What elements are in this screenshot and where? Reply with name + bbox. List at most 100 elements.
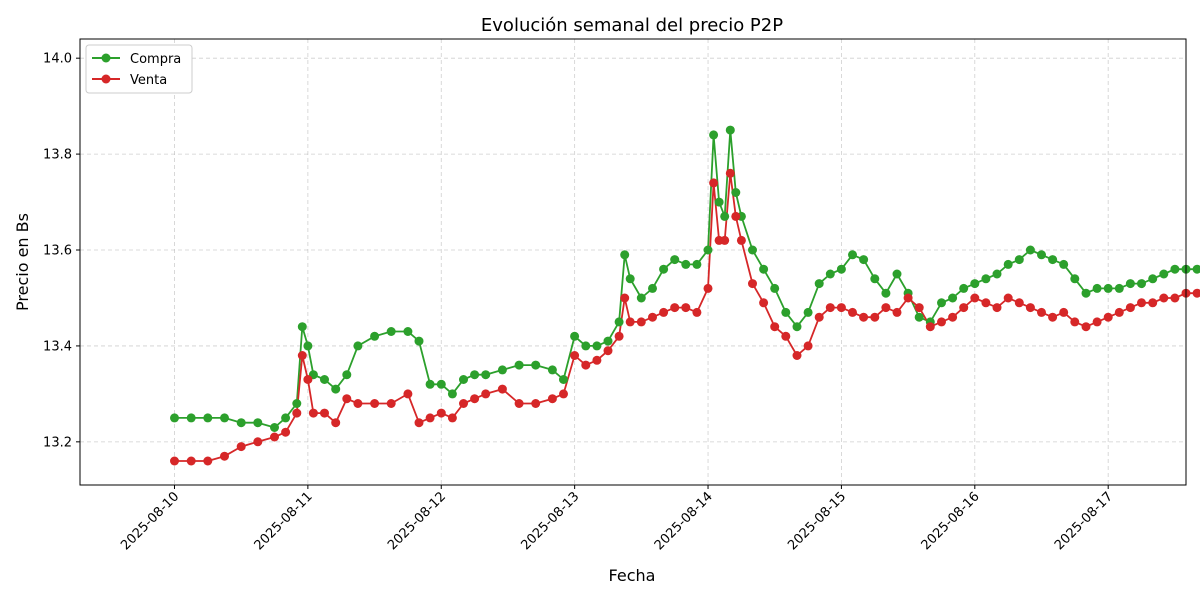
data-point-compra bbox=[859, 255, 869, 265]
data-point-venta bbox=[303, 375, 313, 384]
data-point-compra bbox=[709, 130, 719, 140]
data-point-venta bbox=[670, 303, 680, 313]
data-point-compra bbox=[592, 341, 602, 351]
data-point-compra bbox=[681, 259, 691, 269]
legend-marker-compra bbox=[101, 53, 111, 63]
data-point-compra bbox=[531, 360, 541, 370]
data-point-compra bbox=[1003, 259, 1013, 269]
y-tick-label: 13.2 bbox=[43, 435, 72, 450]
data-point-venta bbox=[320, 408, 329, 418]
data-point-compra bbox=[386, 327, 396, 336]
data-point-compra bbox=[1081, 288, 1091, 298]
data-point-venta bbox=[308, 408, 318, 418]
data-point-venta bbox=[892, 307, 902, 317]
data-point-venta bbox=[903, 293, 913, 303]
data-point-venta bbox=[342, 394, 352, 404]
data-point-venta bbox=[170, 456, 179, 466]
data-point-compra bbox=[731, 188, 741, 197]
data-point-compra bbox=[1114, 283, 1124, 293]
data-point-venta bbox=[297, 351, 307, 360]
data-point-venta bbox=[1125, 303, 1135, 313]
data-point-compra bbox=[447, 389, 457, 399]
data-point-venta bbox=[636, 317, 646, 327]
data-point-venta bbox=[825, 303, 835, 313]
data-point-venta bbox=[1114, 307, 1124, 317]
data-point-venta bbox=[236, 442, 246, 452]
data-point-compra bbox=[581, 341, 591, 351]
data-point-venta bbox=[459, 399, 468, 408]
data-point-venta bbox=[870, 312, 880, 322]
data-point-compra bbox=[570, 331, 580, 341]
data-point-compra bbox=[342, 370, 352, 380]
data-point-venta bbox=[836, 303, 846, 313]
data-point-venta bbox=[1014, 298, 1024, 308]
data-point-compra bbox=[870, 274, 880, 284]
y-tick-label: 14.0 bbox=[43, 52, 72, 67]
data-point-compra bbox=[937, 298, 946, 308]
data-point-compra bbox=[514, 360, 524, 370]
data-point-venta bbox=[703, 283, 713, 293]
data-point-compra bbox=[720, 211, 730, 221]
data-point-compra bbox=[1192, 264, 1200, 274]
data-point-venta bbox=[659, 307, 669, 317]
data-point-compra bbox=[320, 375, 329, 384]
data-point-compra bbox=[370, 331, 380, 341]
plot-area bbox=[80, 39, 1186, 485]
data-point-compra bbox=[220, 413, 229, 423]
data-point-compra bbox=[170, 413, 179, 423]
data-point-compra bbox=[848, 250, 857, 260]
data-point-venta bbox=[881, 303, 891, 313]
y-tick-label: 13.4 bbox=[43, 339, 72, 354]
data-point-venta bbox=[592, 355, 602, 365]
data-point-compra bbox=[236, 418, 246, 428]
data-point-compra bbox=[414, 336, 424, 346]
data-point-venta bbox=[720, 235, 730, 245]
data-point-venta bbox=[620, 293, 630, 303]
data-point-compra bbox=[970, 279, 980, 289]
data-point-compra bbox=[703, 245, 713, 255]
data-point-venta bbox=[1059, 307, 1069, 317]
data-point-venta bbox=[648, 312, 657, 322]
data-point-compra bbox=[303, 341, 313, 351]
data-point-venta bbox=[470, 394, 480, 404]
data-point-venta bbox=[781, 331, 791, 341]
data-point-venta bbox=[414, 418, 424, 428]
data-point-compra bbox=[470, 370, 480, 380]
data-point-venta bbox=[792, 351, 802, 360]
data-point-venta bbox=[559, 389, 568, 399]
data-point-venta bbox=[514, 399, 524, 408]
data-point-venta bbox=[1137, 298, 1146, 308]
data-point-venta bbox=[937, 317, 946, 327]
data-point-venta bbox=[425, 413, 435, 423]
data-point-venta bbox=[203, 456, 213, 466]
data-point-compra bbox=[692, 259, 702, 269]
data-point-venta bbox=[292, 408, 302, 418]
data-point-venta bbox=[531, 399, 541, 408]
data-point-compra bbox=[914, 312, 924, 322]
data-point-compra bbox=[625, 274, 635, 284]
y-tick-label: 13.6 bbox=[43, 244, 72, 259]
chart-title: Evolución semanal del precio P2P bbox=[481, 15, 783, 36]
data-point-compra bbox=[297, 322, 307, 332]
y-axis: 13.2 13.4 13.6 13.8 14.0 bbox=[43, 52, 80, 450]
data-point-venta bbox=[859, 312, 869, 322]
data-point-compra bbox=[481, 370, 491, 380]
data-point-compra bbox=[892, 269, 902, 279]
data-point-venta bbox=[1148, 298, 1158, 308]
data-point-venta bbox=[370, 399, 380, 408]
data-point-compra bbox=[714, 197, 724, 207]
y-axis-label: Precio en Bs bbox=[13, 213, 32, 311]
data-point-venta bbox=[281, 427, 291, 437]
data-point-venta bbox=[497, 384, 507, 394]
data-point-venta bbox=[731, 211, 741, 221]
data-point-compra bbox=[981, 274, 991, 284]
data-point-venta bbox=[803, 341, 813, 351]
data-point-venta bbox=[603, 346, 613, 356]
data-point-venta bbox=[331, 418, 341, 428]
data-point-compra bbox=[781, 307, 791, 317]
data-point-compra bbox=[620, 250, 630, 260]
data-point-compra bbox=[770, 283, 780, 293]
data-point-venta bbox=[970, 293, 980, 303]
data-point-venta bbox=[925, 322, 935, 332]
